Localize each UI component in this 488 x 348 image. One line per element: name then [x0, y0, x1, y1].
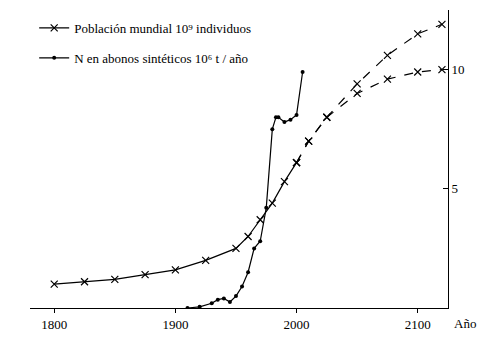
svg-text:2100: 2100 [405, 317, 431, 332]
svg-text:5: 5 [452, 181, 459, 196]
svg-text:2000: 2000 [284, 317, 310, 332]
svg-text:1900: 1900 [162, 317, 188, 332]
svg-text:N en abonos sintéticos 10⁶ t /: N en abonos sintéticos 10⁶ t / año [74, 51, 248, 66]
svg-text:1800: 1800 [41, 317, 67, 332]
svg-text:Población mundial 10⁹ individu: Población mundial 10⁹ individuos [74, 21, 251, 36]
svg-text:10: 10 [452, 62, 465, 77]
svg-text:Año: Año [454, 316, 476, 331]
